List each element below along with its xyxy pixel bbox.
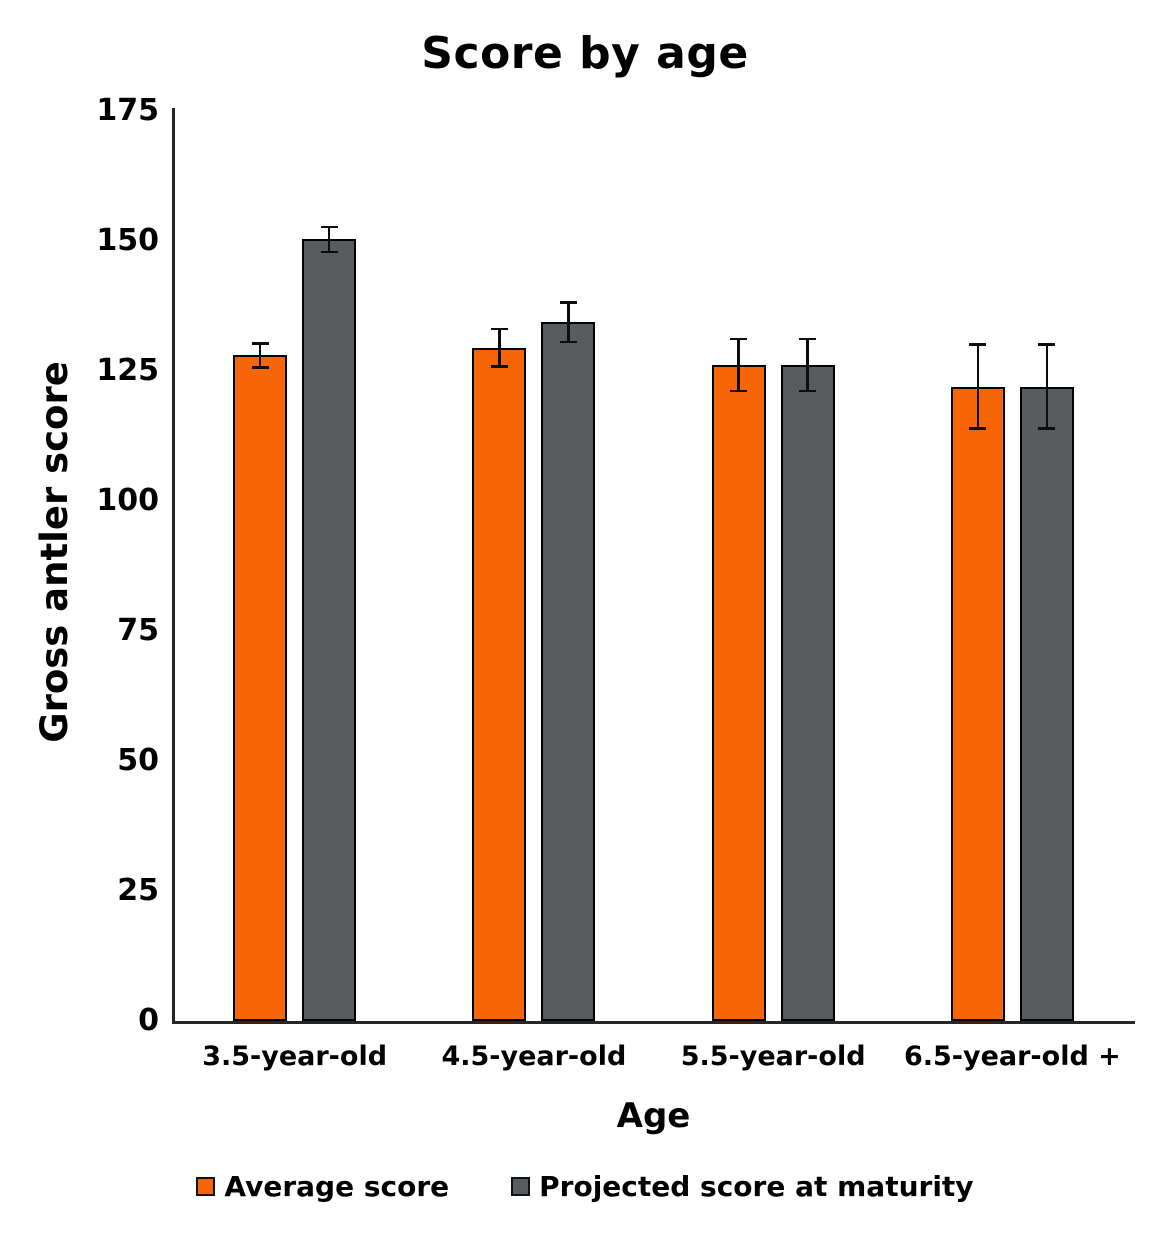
error-bar-cap-projected-score-at-maturity-4.5-year-old (559, 301, 577, 304)
y-tick-label-0: 0 (138, 1003, 159, 1038)
error-bar-cap-average-score-3.5-year-old (251, 366, 269, 369)
x-category-label-5.5-year-old: 5.5-year-old (680, 1041, 866, 1072)
y-tick-label-75: 75 (117, 613, 159, 648)
bar-projected-score-at-maturity-6.5-year-old-+ (1019, 386, 1074, 1021)
legend-swatch-average-score (196, 1177, 216, 1196)
legend-item-average-score: Average score (196, 1170, 449, 1203)
bar-projected-score-at-maturity-5.5-year-old (780, 364, 835, 1021)
error-bar-cap-average-score-3.5-year-old (251, 342, 269, 345)
error-bar-line-projected-score-at-maturity-5.5-year-old (806, 338, 809, 391)
y-tick-label-175: 175 (96, 93, 159, 128)
error-bar-cap-projected-score-at-maturity-6.5-year-old-+ (1038, 343, 1056, 346)
y-tick-label-125: 125 (96, 353, 159, 388)
error-bar-cap-average-score-4.5-year-old (490, 327, 508, 331)
error-bar-cap-projected-score-at-maturity-3.5-year-old (320, 225, 338, 229)
legend: Average score Projected score at maturity (0, 1170, 1170, 1203)
bar-average-score-6.5-year-old-+ (950, 386, 1005, 1021)
bar-average-score-4.5-year-old (472, 347, 527, 1021)
error-bar-cap-projected-score-at-maturity-5.5-year-old (799, 389, 817, 393)
chart-title: Score by age (421, 28, 749, 79)
bar-average-score-3.5-year-old (233, 355, 288, 1021)
legend-item-projected-score-at-maturity: Projected score at maturity (511, 1170, 974, 1203)
error-bar-cap-projected-score-at-maturity-3.5-year-old (320, 250, 338, 254)
y-tick-label-100: 100 (96, 483, 159, 518)
error-bar-cap-average-score-5.5-year-old (730, 389, 748, 393)
y-tick-label-150: 150 (96, 223, 159, 258)
error-bar-cap-projected-score-at-maturity-4.5-year-old (559, 340, 577, 344)
plot-area: 0 25 50 75 100 125 150 175 3.5-year-old 4.5-year-… (96, 95, 1132, 1073)
x-category-label-6.5-year-old-+: 6.5-year-old + (903, 1041, 1121, 1072)
legend-label-projected-score-at-maturity: Projected score at maturity (539, 1170, 974, 1203)
error-bar-line-average-score-5.5-year-old (737, 338, 740, 391)
legend-swatch-projected-score-at-maturity (511, 1177, 531, 1196)
error-bar-cap-average-score-4.5-year-old (490, 365, 508, 368)
y-axis-line (172, 108, 175, 1024)
error-bar-line-average-score-6.5-year-old-+ (976, 344, 980, 429)
error-bar-cap-average-score-5.5-year-old (730, 337, 748, 341)
error-bar-cap-average-score-6.5-year-old-+ (969, 343, 987, 346)
y-tick-label-50: 50 (117, 743, 159, 778)
error-bar-line-average-score-4.5-year-old (498, 328, 501, 367)
error-bar-cap-average-score-6.5-year-old-+ (969, 427, 987, 430)
x-axis-title: Age (616, 1096, 691, 1136)
bar-projected-score-at-maturity-3.5-year-old (302, 239, 357, 1021)
error-bar-line-projected-score-at-maturity-4.5-year-old (567, 302, 570, 342)
error-bar-line-average-score-3.5-year-old (258, 343, 262, 368)
y-tick-label-25: 25 (117, 873, 159, 908)
error-bar-cap-projected-score-at-maturity-6.5-year-old-+ (1038, 427, 1056, 430)
error-bar-cap-projected-score-at-maturity-5.5-year-old (799, 337, 817, 341)
bar-average-score-5.5-year-old (711, 364, 766, 1021)
x-axis-line (172, 1021, 1135, 1024)
error-bar-line-projected-score-at-maturity-3.5-year-old (327, 226, 331, 252)
error-bar-line-projected-score-at-maturity-6.5-year-old-+ (1045, 344, 1049, 429)
legend-label-average-score: Average score (224, 1170, 450, 1203)
bar-projected-score-at-maturity-4.5-year-old (541, 322, 596, 1021)
x-category-label-4.5-year-old: 4.5-year-old (441, 1041, 627, 1072)
x-category-label-3.5-year-old: 3.5-year-old (202, 1041, 388, 1072)
